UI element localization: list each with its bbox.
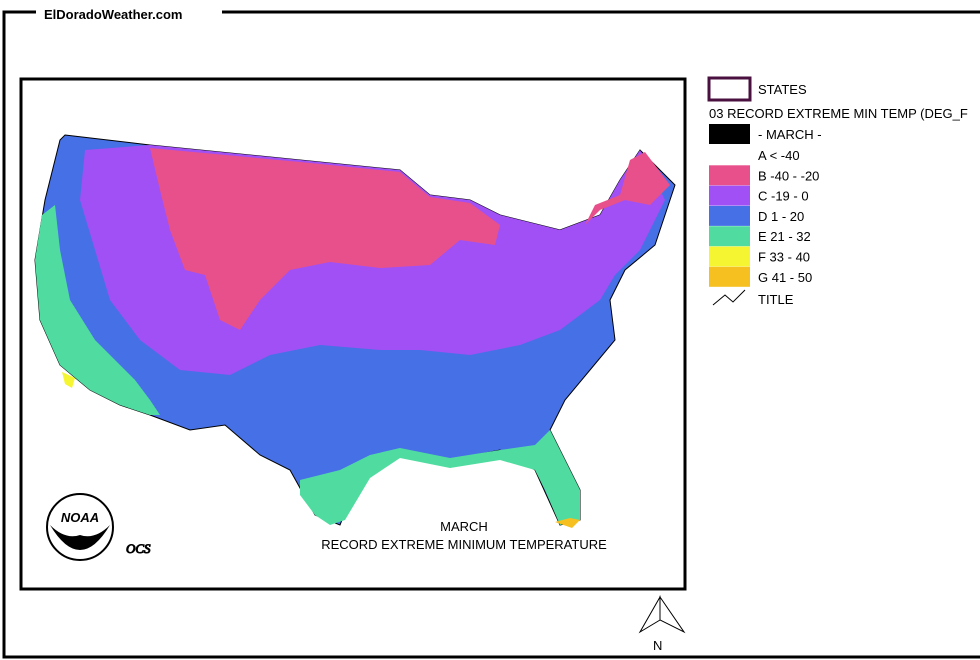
zone-b-ne: [585, 152, 670, 225]
legend-title: TITLE: [758, 292, 794, 307]
legend-label: E 21 - 32: [758, 229, 811, 244]
legend-swatch: [709, 165, 750, 186]
noaa-logo: NOAA: [46, 493, 114, 561]
legend-label: F 33 - 40: [758, 250, 810, 265]
legend-label: C -19 - 0: [758, 189, 809, 204]
us-map: [34, 134, 676, 528]
zone-e-west: [35, 205, 160, 415]
north-label: N: [653, 638, 662, 653]
legend-label: A < -40: [758, 148, 800, 163]
legend-layer: 03 RECORD EXTREME MIN TEMP (DEG_F: [709, 106, 968, 121]
zone-e-gulf: [300, 430, 580, 525]
logo-text: NOAA: [61, 510, 99, 525]
map-caption-month: MARCH: [440, 519, 488, 534]
zone-f: [62, 372, 75, 388]
map-caption-title: RECORD EXTREME MINIMUM TEMPERATURE: [321, 537, 607, 552]
legend-states: STATES: [758, 82, 807, 97]
outer-frame: [2, 10, 980, 659]
zone-b: [150, 148, 500, 330]
states-swatch: [707, 76, 752, 102]
period-swatch: [709, 124, 750, 144]
legend-swatch: [709, 266, 750, 287]
credit: OCS: [126, 541, 151, 556]
legend-swatch: [709, 246, 750, 267]
legend-swatch: [709, 185, 750, 206]
legend: STATES 03 RECORD EXTREME MIN TEMP (DEG_F…: [707, 76, 968, 307]
site-title: ElDoradoWeather.com: [44, 7, 182, 22]
legend-label: B -40 - -20: [758, 168, 819, 183]
legend-label: G 41 - 50: [758, 270, 812, 285]
legend-label: D 1 - 20: [758, 209, 804, 224]
north-arrow: N: [638, 595, 686, 653]
legend-swatch: [709, 205, 750, 226]
legend-swatch: [709, 226, 750, 247]
zone-g: [555, 518, 580, 528]
title-icon: [712, 289, 746, 306]
legend-period: - MARCH -: [758, 127, 822, 142]
